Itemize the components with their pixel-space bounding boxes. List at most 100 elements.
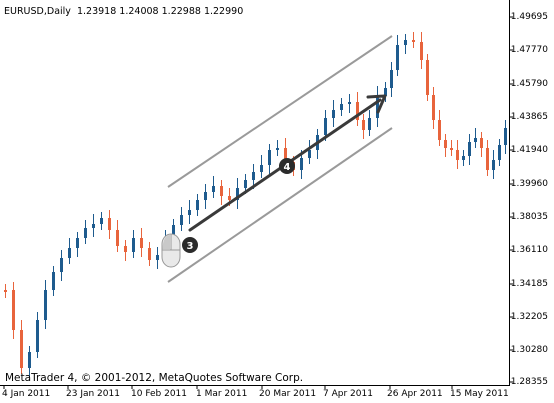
time-tick-label: 4 Jan 2011	[2, 389, 51, 399]
svg-text:3: 3	[187, 241, 194, 252]
candle-body	[462, 156, 465, 160]
candle-body	[12, 290, 15, 330]
candle-body	[36, 320, 39, 352]
candle-body	[44, 290, 47, 320]
candle-body	[180, 215, 183, 225]
candle-body	[474, 138, 477, 142]
candle-body	[236, 188, 239, 200]
price-tick-label: 1.49695	[510, 12, 548, 22]
candle-body	[396, 45, 399, 70]
time-tick-label: 7 Apr 2011	[323, 389, 373, 399]
candle-body	[132, 238, 135, 252]
candle-body	[28, 352, 31, 368]
candle-body	[504, 128, 507, 145]
candle-body	[140, 238, 143, 248]
candle-body	[244, 180, 247, 188]
price-tick-label: 1.38035	[510, 212, 548, 222]
candle-body	[204, 192, 207, 200]
price-tick-label: 1.28355	[510, 377, 548, 387]
candle-body	[76, 238, 79, 248]
candle-body	[68, 248, 71, 258]
time-tick-label: 23 Jan 2011	[66, 389, 120, 399]
candle-body	[4, 290, 7, 292]
candle-body	[438, 120, 441, 140]
high-price: 1.24008	[119, 6, 159, 17]
candle-body	[100, 218, 103, 224]
step-3-marker: 3	[182, 237, 198, 253]
price-tick-label: 1.36110	[510, 245, 548, 255]
candle-body	[124, 246, 127, 252]
price-tick-label: 1.43865	[510, 112, 548, 122]
symbol-name: EURUSD,Daily	[4, 6, 71, 17]
candle-body	[412, 40, 415, 42]
candle-body	[332, 110, 335, 118]
price-tick-label: 1.45790	[510, 79, 548, 89]
channel-upper-line	[167, 35, 393, 188]
price-tick-label: 1.30280	[510, 345, 548, 355]
time-tick-label: 26 Apr 2011	[387, 389, 443, 399]
candle-body	[228, 196, 231, 200]
candle-body	[362, 120, 365, 130]
symbol-header: EURUSD,Daily 1.23918 1.24008 1.22988 1.2…	[4, 6, 243, 17]
candle-body	[324, 118, 327, 135]
candle-body	[212, 186, 215, 192]
candle-body	[260, 165, 263, 172]
candle-body	[148, 248, 151, 260]
candle-body	[60, 258, 63, 272]
time-tick-label: 1 Mar 2011	[196, 389, 248, 399]
mouse-icon	[161, 233, 181, 268]
candle-body	[220, 186, 223, 196]
candle-body	[156, 255, 159, 260]
candle-body	[492, 160, 495, 170]
candle-body	[52, 272, 55, 290]
channel-lower-line	[167, 127, 393, 283]
candle-body	[420, 42, 423, 60]
time-tick-label: 15 May 2011	[450, 389, 509, 399]
open-price: 1.23918	[76, 6, 117, 17]
candle-body	[92, 224, 95, 228]
candle-body	[20, 330, 23, 368]
candle-body	[468, 142, 471, 156]
candle-body	[340, 104, 343, 110]
step-4-marker: 4	[279, 158, 295, 174]
price-tick-label: 1.32205	[510, 312, 548, 322]
candle-body	[384, 88, 387, 96]
candle-body	[376, 96, 379, 118]
price-axis-ticks	[509, 16, 513, 383]
svg-text:4: 4	[284, 162, 291, 173]
candle-body	[252, 172, 255, 180]
candle-body	[432, 95, 435, 120]
candle-body	[188, 210, 191, 215]
time-axis-ticks	[3, 385, 453, 389]
candle-body	[404, 40, 407, 45]
candle-body	[368, 118, 371, 130]
candle-body	[308, 150, 311, 158]
candle-body	[284, 148, 287, 162]
candle-body	[268, 150, 271, 165]
price-tick-label: 1.39960	[510, 179, 548, 189]
candle-body	[486, 148, 489, 170]
regression-channel[interactable]	[167, 35, 393, 283]
candle-body	[444, 140, 447, 148]
candle-body	[450, 148, 453, 150]
candle-body	[84, 228, 87, 238]
price-tick-label: 1.34185	[510, 279, 548, 289]
candlestick-series	[4, 32, 507, 377]
close-price: 1.22990	[203, 6, 244, 17]
copyright-text: MetaTrader 4, © 2001-2012, MetaQuotes So…	[5, 372, 304, 384]
candle-body	[390, 70, 393, 88]
candle-body	[300, 158, 303, 170]
price-tick-label: 1.41940	[510, 145, 548, 155]
time-tick-label: 20 Mar 2011	[259, 389, 317, 399]
candle-body	[426, 60, 429, 95]
candle-body	[196, 200, 199, 210]
candle-body	[356, 102, 359, 120]
candle-body	[456, 150, 459, 160]
candle-body	[498, 145, 501, 160]
candle-body	[348, 102, 351, 104]
time-tick-label: 10 Feb 2011	[131, 389, 188, 399]
candle-body	[108, 218, 111, 230]
candle-body	[172, 225, 175, 240]
